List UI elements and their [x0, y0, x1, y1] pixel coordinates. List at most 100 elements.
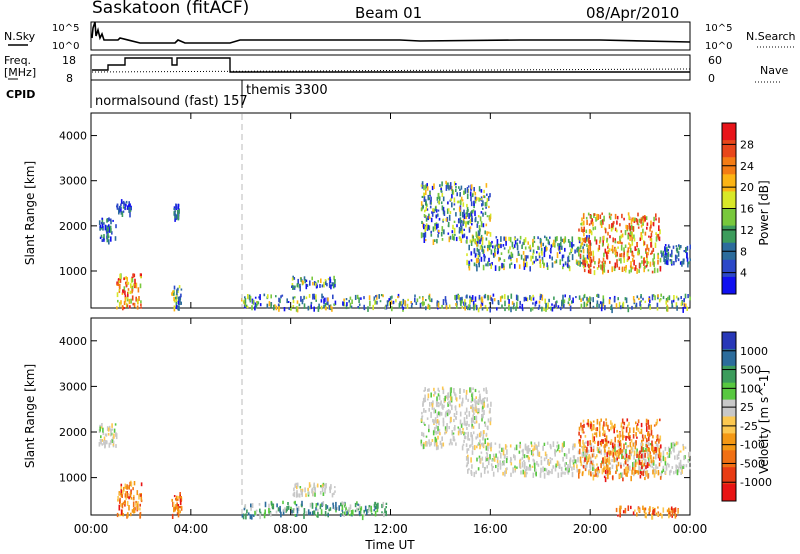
vel-cbar-tick-label: -25: [740, 420, 758, 433]
vel-ytick-label: 2000: [59, 426, 87, 439]
freq-label-2: [MHz]: [4, 66, 36, 79]
power-cbar-swatch: [722, 276, 736, 295]
x-tick-label: 00:00: [74, 522, 109, 536]
date-label: 08/Apr/2010: [586, 4, 679, 22]
velocity-panel: 1000 2000 3000 4000 Slant Range [km] 1000 50…: [23, 317, 772, 521]
vel-cbar-tick-label: 25: [740, 401, 754, 414]
vel-cbar-tick-label: 100: [740, 382, 761, 395]
vel-region-2: [171, 492, 183, 519]
vel-ytick-label: 4000: [59, 335, 87, 348]
power-region-2: [116, 273, 142, 311]
vel-cbar-tick-label: 500: [740, 364, 761, 377]
x-axis-label: Time UT: [364, 538, 415, 552]
power-cbar-swatch: [722, 140, 736, 158]
nave-trace: [91, 68, 691, 73]
power-cbar-tick-label: 4: [740, 267, 747, 280]
vel-region-8: [615, 505, 679, 520]
vel-region-4: [292, 482, 336, 498]
power-cbar-tick-label: 28: [740, 138, 754, 151]
vel-region-5: [420, 386, 492, 451]
power-cbar-swatch: [722, 174, 736, 192]
nave-label: Nave: [760, 64, 788, 77]
x-axis: 00:00 04:00 08:00 12:00 16:00 20:00 00:00: [74, 113, 708, 536]
power-ytick-label: 2000: [59, 220, 87, 233]
velocity-data-layer: [98, 386, 691, 521]
vel-cbar-swatch: [722, 433, 736, 451]
velocity-y-axis: 1000 2000 3000 4000: [59, 335, 690, 485]
vel-region-1: [116, 480, 143, 519]
freq-label-1: Freq.: [4, 54, 31, 67]
vel-cbar-swatch: [722, 399, 736, 417]
power-region-8: [465, 234, 592, 272]
velocity-ylabel: Slant Range [km]: [23, 364, 37, 468]
power-data-layer: [98, 180, 691, 314]
beam-label: Beam 01: [355, 4, 422, 22]
power-ytick-label: 3000: [59, 175, 87, 188]
power-cbar-tick-label: 12: [740, 224, 754, 237]
power-region-3: [171, 285, 183, 312]
vel-region-3: [241, 500, 388, 521]
vel-ytick-label: 3000: [59, 380, 87, 393]
nsky-trace: [91, 21, 691, 44]
vel-cbar-swatch: [722, 365, 736, 384]
power-region-7: [420, 180, 492, 245]
cpid-segment-1: normalsound (fast) 157: [95, 94, 248, 109]
power-y-axis: 1000 2000 3000 4000: [59, 130, 690, 278]
x-tick-label: 08:00: [273, 522, 308, 536]
freq-tick-bottom: 8: [66, 72, 73, 85]
power-region-0: [98, 217, 117, 245]
power-cbar-tick-label: 8: [740, 245, 747, 258]
x-tick-label: 00:00: [673, 522, 708, 536]
power-cbar-label: Power [dB]: [757, 180, 771, 245]
cpid-label: CPID: [6, 88, 35, 101]
nsky-panel: N.Sky 10^5 10^0 10^5 10^0 N.Search: [4, 21, 796, 52]
vel-cbar-swatch: [722, 348, 736, 367]
power-cbar-swatch: [722, 208, 736, 227]
nsearch-tick-top: 10^5: [705, 23, 732, 34]
vel-cbar-swatch: [722, 382, 736, 401]
power-region-5: [241, 293, 691, 314]
vel-cbar-swatch: [722, 484, 736, 502]
freq-panel: Freq. [MHz] 18 8 60 0 Nave: [4, 54, 788, 85]
vel-cbar-tick-label: -1000: [740, 476, 772, 489]
cpid-panel: CPID normalsound (fast) 157 themis 3300: [6, 80, 328, 109]
nsearch-label: N.Search: [746, 30, 796, 43]
vel-cbar-swatch: [722, 450, 736, 468]
vel-ytick-label: 1000: [59, 472, 87, 485]
velocity-cbar-label: Velocity [m s^-1]: [757, 370, 771, 474]
power-ytick-label: 1000: [59, 265, 87, 278]
power-ylabel: Slant Range [km]: [23, 161, 37, 265]
nsky-tick-bottom: 10^0: [52, 41, 79, 52]
x-tick-label: 16:00: [473, 522, 508, 536]
freq-trace: [92, 57, 690, 73]
nsearch-tick-bottom: 10^0: [705, 41, 732, 52]
vel-cbar-swatch: [722, 332, 736, 350]
power-cbar-swatch: [722, 191, 736, 209]
power-cbar-tick-label: 24: [740, 160, 754, 173]
vel-cbar-tick-label: -500: [740, 457, 765, 470]
power-cbar-swatch: [722, 225, 736, 244]
power-cbar-tick-label: 16: [740, 203, 754, 216]
power-region-6: [291, 275, 336, 292]
power-panel: 1000 2000 3000 4000 Slant Range [km] 28 24 20…: [23, 112, 771, 314]
power-cbar-swatch: [722, 123, 736, 141]
power-region-4: [173, 203, 180, 222]
x-tick-label: 20:00: [573, 522, 608, 536]
freq-tick-top: 18: [62, 54, 76, 67]
power-cbar-tick-label: 20: [740, 181, 754, 194]
x-tick-label: 12:00: [373, 522, 408, 536]
power-ytick-label: 4000: [59, 130, 87, 143]
vel-region-7: [578, 418, 662, 483]
power-region-10: [660, 244, 691, 268]
power-region-1: [116, 199, 132, 218]
power-region-9: [577, 212, 662, 276]
nave-tick-top: 60: [708, 54, 722, 67]
nsky-label: N.Sky: [4, 30, 36, 43]
vel-cbar-tick-label: -100: [740, 439, 765, 452]
vel-cbar-tick-label: 1000: [740, 345, 768, 358]
velocity-colorbar: 1000 500 100 25 -25 -100 -500 -1000: [721, 331, 772, 502]
vel-region-0: [98, 423, 118, 449]
x-tick-label: 04:00: [174, 522, 209, 536]
power-colorbar: 28 24 20 16 12 8 4: [721, 122, 754, 295]
